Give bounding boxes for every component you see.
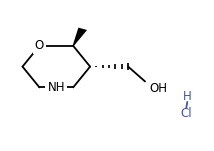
- Text: NH: NH: [48, 81, 65, 94]
- Polygon shape: [73, 28, 87, 46]
- Text: H: H: [183, 90, 192, 103]
- Text: O: O: [35, 39, 44, 52]
- Text: Cl: Cl: [180, 107, 192, 120]
- Text: OH: OH: [149, 82, 167, 95]
